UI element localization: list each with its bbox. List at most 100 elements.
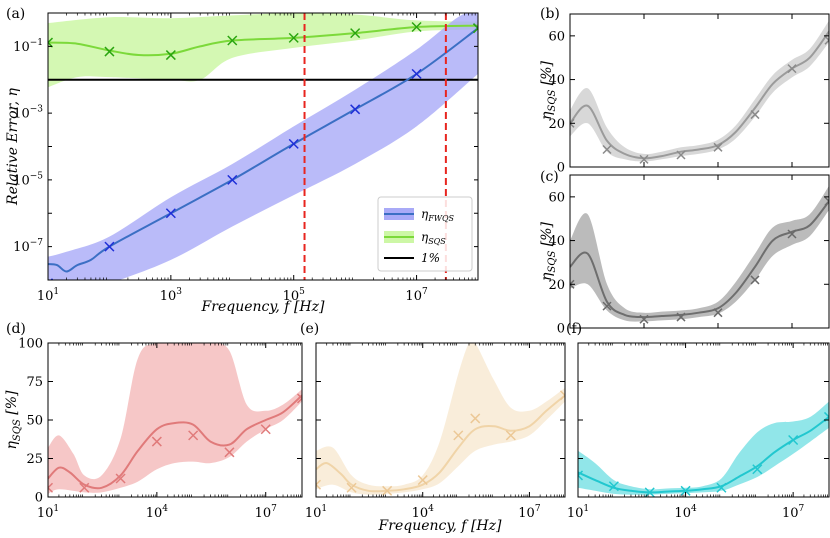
y-tick-label: 50 [26,414,43,429]
x-axis-label: Frequency, f [Hz] [378,518,502,534]
x-tick-label: 104 [146,504,169,521]
data-marker [382,485,393,496]
y-tick-label: 40 [548,73,565,88]
data-marker [346,482,357,493]
tick-exponent: 4 [162,504,168,514]
x-tick-label: 105 [283,287,306,304]
sqs-marker [48,37,54,48]
y-tick-label: 20 [548,117,565,132]
data-marker [713,308,723,318]
data-marker [151,436,162,447]
x-tick-label: 101 [305,504,327,521]
data-marker [787,64,797,74]
fwqs-marker [350,104,361,115]
y-tick-label: 100 [18,337,43,352]
tick-exponent: 7 [535,504,541,514]
data-marker [453,430,464,441]
axes-frame [569,174,830,329]
fwqs-marker [288,138,299,149]
data-marker [713,142,723,152]
data-marker [680,485,691,496]
data-marker [788,434,799,446]
data-marker [316,479,322,490]
y-label-base: η [4,440,20,449]
data-marker [470,413,481,424]
legend-base: η [421,230,429,244]
panel-e-plot [316,343,565,496]
panel-d-plot [48,343,302,494]
y-tick-label: 0 [35,491,43,506]
panel-label: (d) [6,321,26,337]
tick-exponent: 3 [176,287,182,297]
y-label-sub: SQS [12,419,23,441]
panel-b-plot [570,20,829,164]
y-axis-label: Relative Error, η [5,87,21,205]
tick-base: 10 [283,289,300,304]
x-tick-label: 101 [567,504,589,521]
tick-exponent: 7 [271,504,277,514]
mean-line [570,200,829,319]
tick-base: 10 [782,506,799,521]
data-marker [260,424,271,435]
panel-f-plot [578,401,829,497]
y-tick-label: 10−3 [13,105,43,122]
y-axis-label: ηSQS [%] [4,390,23,450]
tick-base: 10 [305,506,322,521]
legend-sub: SQS [428,237,446,246]
sqs-marker [165,50,176,61]
legend-label: ηFWQS [421,207,455,223]
data-marker [559,390,565,401]
data-marker [644,487,655,497]
error-band [570,185,829,322]
sqs-marker [227,35,238,46]
panel-label: (e) [300,321,319,337]
legend-label: 1% [421,251,440,265]
tick-exponent: −5 [30,171,44,181]
tick-base: 10 [255,506,272,521]
y-tick-label: 10−1 [13,38,43,55]
fwqs-marker [227,174,238,185]
mean-line [570,30,829,160]
data-marker [608,481,619,492]
data-marker [115,473,126,484]
data-marker [676,312,686,322]
mean-line [48,394,302,490]
tick-exponent: −1 [30,38,43,48]
panel-c-plot [570,185,829,324]
legend: ηFWQS ηSQS 1% [377,196,473,272]
sqs-marker [472,23,478,34]
x-tick-label: 107 [405,287,428,304]
x-tick-label: 101 [37,504,59,521]
panel-b: 0 20 40 60 ηSQS [%] (b) [539,6,830,176]
x-tick-label: 107 [518,504,541,521]
tick-exponent: 1 [583,504,589,514]
y-tick-label: 0 [557,161,565,176]
tick-exponent: 5 [299,287,305,297]
sqs-line [48,24,478,57]
data-marker [505,430,516,441]
legend-label: ηSQS [421,230,446,246]
tick-base: 10 [567,506,584,521]
data-marker [188,430,199,441]
tick-exponent: 1 [53,504,59,514]
y-label-unit: [%] [539,221,555,250]
tick-exponent: 7 [799,504,805,514]
tick-exponent: 4 [691,504,697,514]
x-tick-label: 107 [255,504,278,521]
x-tick-label: 107 [782,504,805,521]
sqs-marker [104,46,115,57]
x-tick-label: 104 [674,504,697,521]
data-marker [578,470,584,481]
fwqs-line [48,27,478,273]
panel-label: (a) [6,6,25,22]
tick-exponent: 1 [53,287,59,297]
data-marker [716,482,727,493]
tick-exponent: −7 [30,238,44,248]
data-marker [824,35,829,45]
y-label-base: η [539,272,555,281]
data-marker [750,275,760,285]
tick-base: 10 [518,506,535,521]
tick-base: 10 [405,289,422,304]
tick-base: 10 [412,506,429,521]
axes-frame [569,13,830,168]
